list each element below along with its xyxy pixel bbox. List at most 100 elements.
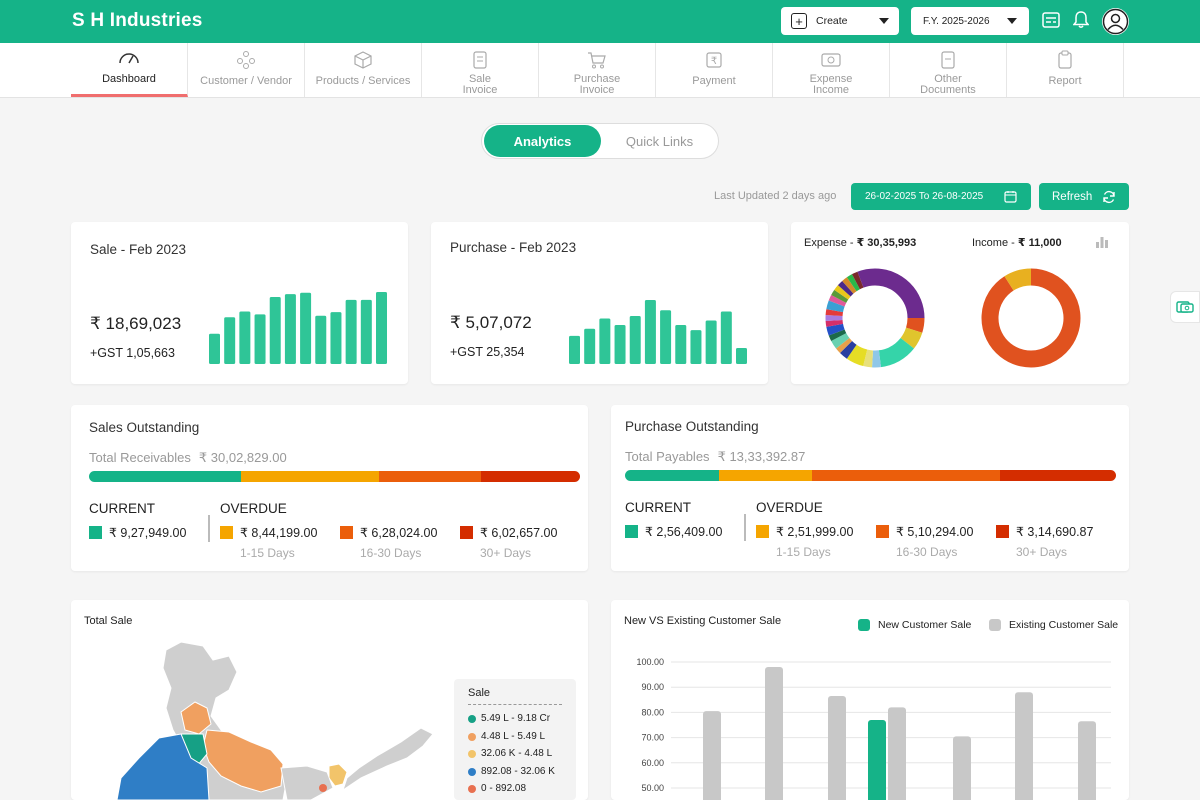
nav-products-services[interactable]: Products / Services <box>305 43 422 97</box>
fy-label: F.Y. 2025-2026 <box>923 15 990 27</box>
current-amount: ₹ 2,56,409.00 <box>625 524 722 539</box>
bar-chart-icon[interactable] <box>1095 235 1109 249</box>
existing-sale-bar[interactable] <box>703 711 721 800</box>
new-sale-bar[interactable] <box>868 719 886 800</box>
total-receivables: Total Receivables ₹ 30,02,829.00 <box>89 450 287 466</box>
bar <box>660 310 672 364</box>
purchase-card[interactable]: Purchase - Feb 2023 ₹ 5,07,072 +GST 25,3… <box>431 222 768 384</box>
nav-report[interactable]: Report <box>1007 43 1124 97</box>
expense-label: Expense - <box>804 237 854 249</box>
donut-slice <box>863 349 874 368</box>
nav-label: Expense Income <box>809 73 853 96</box>
calculator-icon[interactable] <box>1041 10 1061 30</box>
india-map[interactable] <box>111 638 441 800</box>
donut-slice <box>826 300 845 313</box>
overdue-1-15: ₹ 2,51,999.00 <box>756 524 853 539</box>
document-icon <box>941 51 955 69</box>
donut-slice <box>828 329 847 342</box>
swatch <box>756 525 769 538</box>
refresh-label: Refresh <box>1052 190 1093 203</box>
donut-slice <box>846 344 868 367</box>
bell-icon[interactable] <box>1071 10 1091 30</box>
nav-label: Customer / Vendor <box>200 75 292 87</box>
side-panel-tab[interactable] <box>1170 291 1200 323</box>
nav-payment[interactable]: ₹ Payment <box>656 43 773 97</box>
income-value: ₹ 11,000 <box>1017 237 1062 249</box>
days-label: 30+ Days <box>480 546 532 560</box>
svg-text:₹: ₹ <box>711 56 717 67</box>
legend-new[interactable]: New Customer Sale <box>858 619 971 631</box>
map-region-orange-2[interactable] <box>202 729 284 793</box>
existing-sale-bar[interactable] <box>1015 692 1033 800</box>
nav-sale-invoice[interactable]: Sale Invoice <box>422 43 539 97</box>
swatch <box>625 525 638 538</box>
sales-outstanding-card[interactable]: Sales Outstanding Total Receivables ₹ 30,… <box>71 405 588 571</box>
map-region-northeast[interactable] <box>342 727 434 792</box>
financial-year-select[interactable]: F.Y. 2025-2026 <box>911 7 1029 35</box>
nav-label: Payment <box>692 75 736 87</box>
customer-sale-card[interactable]: New VS Existing Customer Sale New Custom… <box>611 600 1129 800</box>
legend-label: New Customer Sale <box>878 619 972 631</box>
existing-sale-bar[interactable] <box>828 696 846 800</box>
sale-card-title: Sale - Feb 2023 <box>90 242 187 257</box>
sales-outstanding-title: Sales Outstanding <box>89 420 200 435</box>
donut-slice <box>878 337 914 368</box>
segment <box>719 470 813 481</box>
legend-item: 892.08 - 32.06 K <box>468 766 555 777</box>
y-tick-label: 90.00 <box>641 682 664 692</box>
overdue-16-30: ₹ 5,10,294.00 <box>876 524 973 539</box>
map-region-yellow[interactable] <box>328 763 348 787</box>
legend-existing[interactable]: Existing Customer Sale <box>989 619 1118 631</box>
legend-label: 892.08 - 32.06 K <box>481 766 555 777</box>
overdue-value: ₹ 2,51,999.00 <box>776 525 854 539</box>
bar <box>736 348 747 364</box>
bar <box>599 318 611 364</box>
map-region-orange-1[interactable] <box>180 701 212 735</box>
nav-other-documents[interactable]: Other Documents <box>890 43 1007 97</box>
date-range-picker[interactable]: 26-02-2025 To 26-08-2025 <box>851 183 1031 210</box>
map-region-east[interactable] <box>280 765 334 800</box>
bar <box>690 330 702 364</box>
bar <box>614 324 626 364</box>
segment <box>481 471 580 482</box>
donut-slice <box>831 332 850 349</box>
overdue-30-plus: ₹ 3,14,690.87 <box>996 524 1093 539</box>
nav-expense-income[interactable]: Expense Income <box>773 43 890 97</box>
days-label: 1-15 Days <box>240 546 295 560</box>
bar <box>284 294 296 364</box>
map-region-red[interactable] <box>319 784 327 792</box>
existing-sale-bar[interactable] <box>765 667 783 800</box>
swatch <box>468 732 476 741</box>
nav-label: Purchase Invoice <box>573 73 621 96</box>
nav-dashboard[interactable]: Dashboard <box>71 43 188 97</box>
expense-summary: Expense - ₹ 30,35,993 <box>804 236 916 249</box>
bar <box>360 299 372 364</box>
chevron-down-icon <box>879 18 889 24</box>
tab-analytics[interactable]: Analytics <box>484 125 601 157</box>
swatch <box>460 526 473 539</box>
nav-label: Products / Services <box>315 75 411 87</box>
sale-card[interactable]: Sale - Feb 2023 ₹ 18,69,023 +GST 1,05,66… <box>71 222 408 384</box>
user-avatar[interactable] <box>1102 8 1129 35</box>
nav-label: Dashboard <box>102 73 156 85</box>
refresh-button[interactable]: Refresh <box>1039 183 1129 210</box>
cash-icon <box>1176 301 1194 313</box>
main-nav: Dashboard Customer / Vendor Products / S… <box>0 43 1200 98</box>
map-region-blue[interactable] <box>116 733 210 800</box>
swatch <box>220 526 233 539</box>
swatch <box>340 526 353 539</box>
tab-quick-links[interactable]: Quick Links <box>625 133 694 149</box>
swatch <box>468 749 476 758</box>
existing-sale-bar[interactable] <box>888 707 906 800</box>
nav-purchase-invoice[interactable]: Purchase Invoice <box>539 43 656 97</box>
invoice-icon <box>473 51 487 69</box>
purchase-outstanding-card[interactable]: Purchase Outstanding Total Payables ₹ 13,… <box>611 405 1129 571</box>
existing-sale-bar[interactable] <box>1078 721 1096 800</box>
days-label: 30+ Days <box>1016 545 1068 559</box>
create-button[interactable]: + Create <box>781 7 899 35</box>
nav-customer-vendor[interactable]: Customer / Vendor <box>188 43 305 97</box>
expense-income-card[interactable]: Expense - ₹ 30,35,993 Income - ₹ 11,000 <box>791 222 1129 384</box>
donut-slice <box>851 271 864 290</box>
existing-sale-bar[interactable] <box>953 736 971 800</box>
donut-slice <box>825 319 844 327</box>
